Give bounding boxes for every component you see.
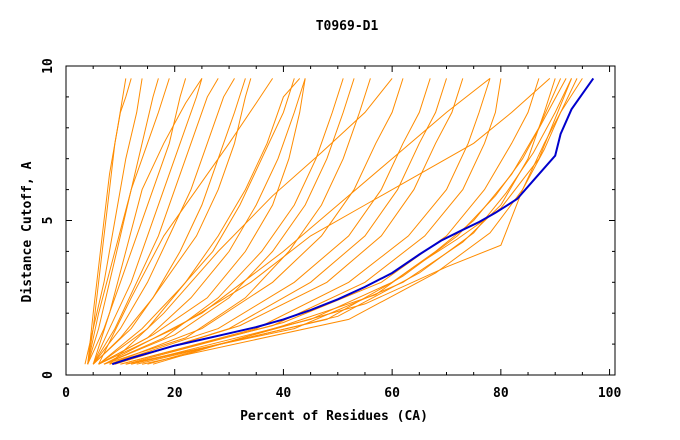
model-line-34 <box>103 78 491 365</box>
model-line-5 <box>87 78 170 365</box>
model-line-29 <box>136 78 572 365</box>
model-line-22 <box>114 78 464 365</box>
model-line-3 <box>84 78 143 365</box>
model-line-4 <box>87 78 159 365</box>
model-line-32 <box>152 78 572 365</box>
x-tick-label: 20 <box>167 386 183 401</box>
model-line-14 <box>98 78 301 365</box>
tick-layer: 0 20 40 60 80 100 0 5 10 <box>41 58 621 401</box>
x-tick-label: 100 <box>598 386 622 401</box>
plot-frame <box>65 65 616 376</box>
model-line-28 <box>131 78 567 365</box>
model-line-19 <box>109 78 404 365</box>
model-line-36 <box>92 78 203 365</box>
model-line-8 <box>92 78 219 365</box>
model-line-7 <box>92 78 203 365</box>
highlight-layer <box>111 77 595 366</box>
model-line-2 <box>87 78 127 365</box>
model-line-25 <box>125 78 540 365</box>
model-line-1 <box>87 78 132 365</box>
y-axis-label: Distance Cutoff, A <box>20 161 35 302</box>
series-layer <box>84 78 583 365</box>
model-line-11 <box>92 78 252 365</box>
model-line-16 <box>103 78 344 365</box>
model-line-12 <box>98 78 295 365</box>
model-line-13 <box>98 78 306 365</box>
model-line-35 <box>109 78 393 365</box>
model-line-20 <box>109 78 431 365</box>
model-line-15 <box>98 78 306 365</box>
x-tick-label: 40 <box>276 386 292 401</box>
y-tick-label: 0 <box>41 371 56 379</box>
model-line-37 <box>98 78 274 365</box>
chart-title: T0969-D1 <box>316 19 379 34</box>
model-line-10 <box>92 78 246 365</box>
model-line-17 <box>103 78 355 365</box>
model-line-23 <box>120 78 491 365</box>
model-line-21 <box>114 78 447 365</box>
x-tick-label: 60 <box>384 386 400 401</box>
y-tick-label: 10 <box>41 58 56 74</box>
y-tick-label: 5 <box>41 217 56 225</box>
highlight-line <box>111 77 595 366</box>
x-axis-label: Percent of Residues (CA) <box>240 409 428 424</box>
model-line-33 <box>98 78 551 365</box>
x-tick-label: 0 <box>62 386 70 401</box>
model-line-27 <box>131 78 562 365</box>
model-line-31 <box>147 78 583 365</box>
x-tick-label: 80 <box>493 386 509 401</box>
model-line-18 <box>103 78 371 365</box>
